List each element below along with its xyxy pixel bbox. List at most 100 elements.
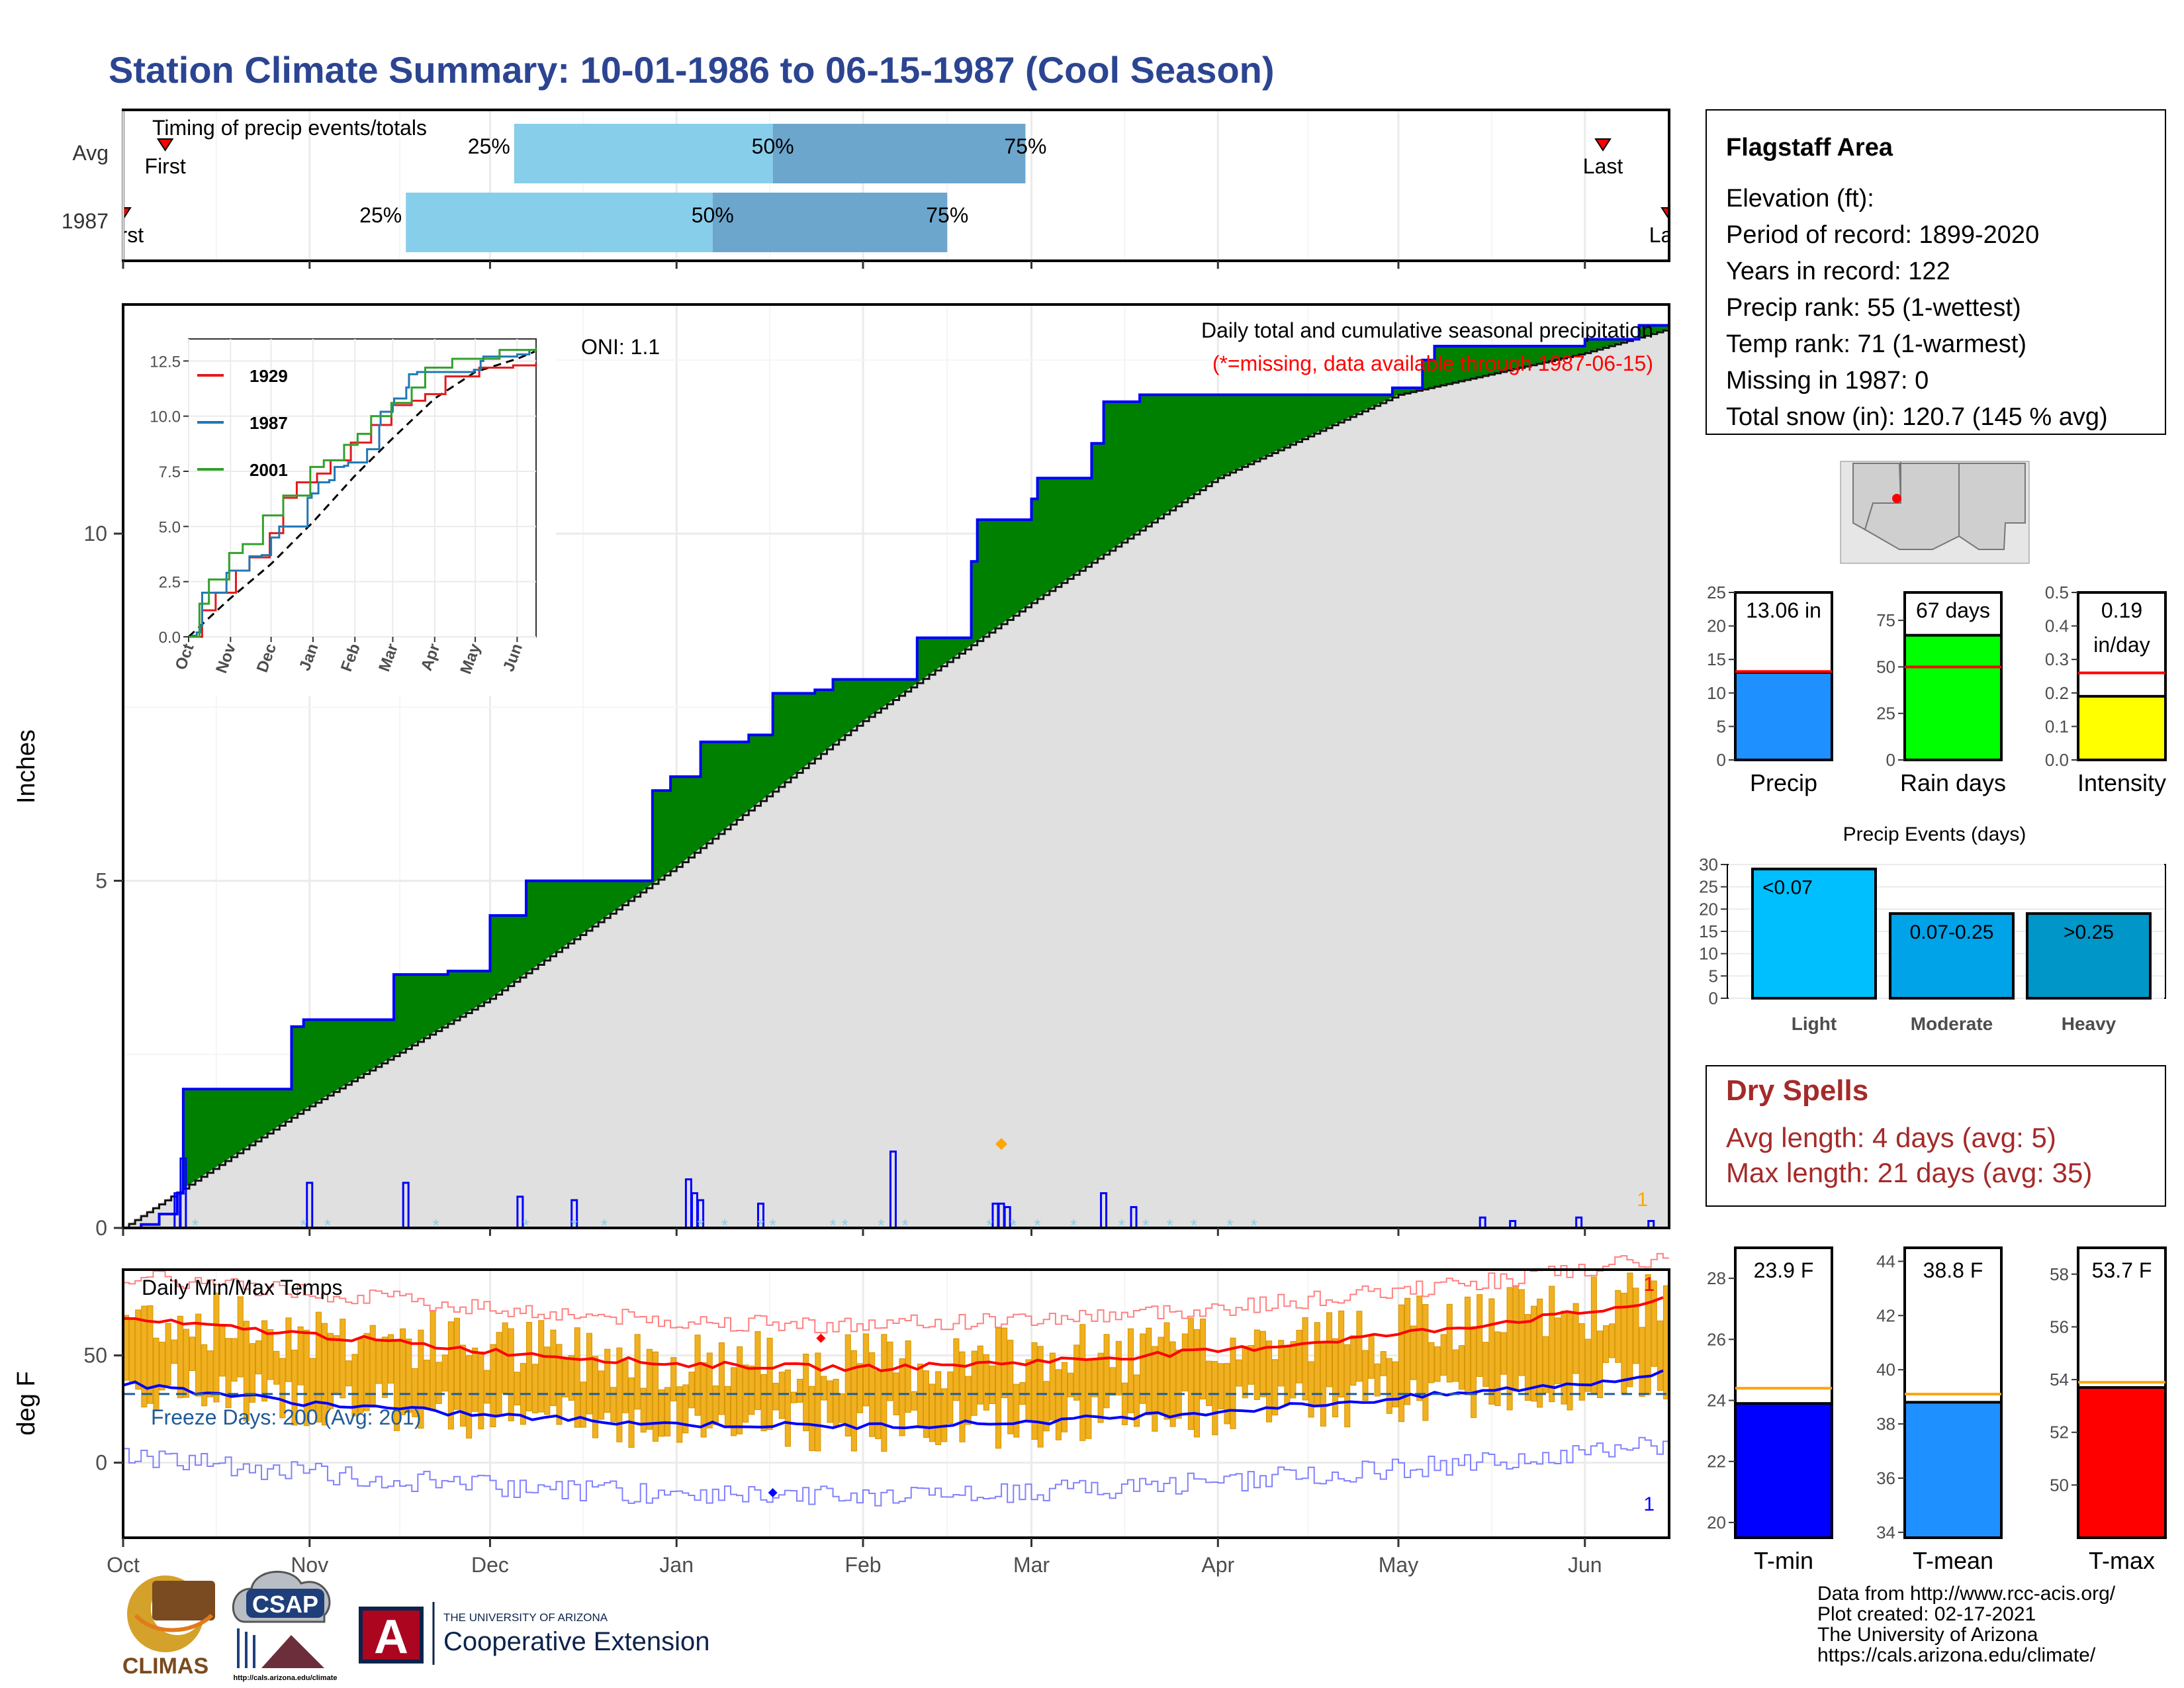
snow-marker: * xyxy=(433,1215,439,1235)
summary-bar-tick-label: 25 xyxy=(1707,583,1726,602)
csap-logo: CSAP http://cals.arizona.edu/climate xyxy=(232,1570,338,1682)
daily-temp-bar xyxy=(586,1333,592,1415)
logos-row: CLIMAS CSAP http://cals.arizona.edu/clim… xyxy=(122,1570,709,1682)
dry-spells-box: Dry Spells Avg length: 4 days (avg: 5) M… xyxy=(1706,1065,2166,1207)
daily-temp-bar xyxy=(1651,1280,1657,1367)
daily-temp-bar xyxy=(562,1359,569,1397)
daily-temp-bar xyxy=(1206,1360,1212,1407)
station-line-4: Temp rank: 71 (1-warmest) xyxy=(1726,330,2026,358)
events-bar-label: Moderate xyxy=(1911,1013,1993,1034)
daily-temp-bar xyxy=(171,1339,177,1364)
daily-temp-bar xyxy=(1025,1359,1032,1421)
daily-temp-bar xyxy=(580,1382,586,1428)
daily-temp-bar xyxy=(1386,1358,1392,1414)
ua-line2: Cooperative Extension xyxy=(443,1627,709,1656)
daily-temp-bar xyxy=(1518,1289,1525,1376)
summary-bar-fill xyxy=(1903,633,2003,762)
daily-temp-bar xyxy=(1218,1363,1224,1409)
daily-temp-bar xyxy=(718,1342,725,1415)
daily-temp-bar xyxy=(1253,1329,1260,1400)
daily-temp-bar xyxy=(1434,1346,1441,1382)
daily-temp-bar xyxy=(177,1315,183,1399)
average-max-line xyxy=(122,1296,1664,1372)
snow-marker: * xyxy=(1251,1215,1257,1235)
daily-temp-bar xyxy=(731,1367,737,1436)
record-low-marker xyxy=(768,1487,778,1497)
daily-temp-bar xyxy=(279,1358,286,1419)
events-bar-label: Heavy xyxy=(2062,1013,2116,1034)
daily-temp-bar xyxy=(1068,1372,1074,1397)
timing-label-75: 75% xyxy=(926,203,968,227)
daily-temp-bar xyxy=(435,1362,442,1404)
inset-legend-1987: 1987 xyxy=(250,413,288,433)
daily-temp-bar xyxy=(201,1344,208,1407)
daily-temp-bar xyxy=(1314,1322,1320,1405)
daily-temp-bar xyxy=(850,1350,857,1452)
station-info-box: Flagstaff Area Elevation (ft): Period of… xyxy=(1706,109,2166,435)
daily-temp-bar xyxy=(634,1334,641,1410)
month-tick-label: Nov xyxy=(291,1553,328,1577)
max-daily-precip-marker xyxy=(995,1138,1008,1150)
summary-bar-tick-label: 0.1 xyxy=(2045,716,2069,736)
location-map xyxy=(1840,461,2030,564)
daily-temp-bar xyxy=(887,1341,893,1401)
summary-bar-tick-label: 50 xyxy=(1876,657,1895,677)
average-cumulative-area xyxy=(123,328,1669,1228)
month-tick-label: Oct xyxy=(107,1553,140,1577)
daily-temp-bar xyxy=(1627,1272,1633,1387)
daily-temp-bar xyxy=(1163,1322,1170,1420)
dry-spells-max: Max length: 21 days (avg: 35) xyxy=(1726,1157,2092,1188)
average-cumulative-line xyxy=(123,328,1670,1229)
temp-summary-tick-label: 56 xyxy=(2050,1317,2069,1336)
summary-bar-tick-label: 0.2 xyxy=(2045,683,2069,703)
temp-summary-value: 53.7 F xyxy=(2092,1258,2152,1282)
daily-temp-bar xyxy=(345,1360,352,1387)
snow-marker: * xyxy=(571,1215,578,1235)
daily-temp-bar xyxy=(1374,1363,1381,1397)
timing-bar-q3 xyxy=(772,124,1026,183)
daily-temp-bar xyxy=(1091,1358,1098,1397)
daily-temp-bar xyxy=(760,1374,767,1432)
daily-temp-bar xyxy=(249,1343,255,1403)
daily-temp-bar xyxy=(935,1371,942,1445)
daily-temp-bar xyxy=(995,1327,1002,1449)
summary-bar-tick-label: 5 xyxy=(1717,716,1726,736)
summary-bar-tick-label: 0.3 xyxy=(2045,649,2069,669)
daily-temp-bar xyxy=(1380,1351,1387,1376)
temp-summary-tick-label: 20 xyxy=(1707,1513,1726,1532)
daily-temp-bar xyxy=(303,1329,310,1427)
daily-temp-bar xyxy=(833,1378,839,1428)
daily-temp-bar xyxy=(490,1344,496,1428)
daily-temp-bar xyxy=(351,1354,358,1417)
snow-marker: * xyxy=(601,1215,608,1235)
daily-temp-bar xyxy=(1482,1342,1489,1387)
daily-temp-bar xyxy=(231,1338,238,1382)
month-tick-label: Apr xyxy=(1201,1553,1234,1577)
daily-temp-bar xyxy=(1278,1340,1285,1387)
daily-temp-bar xyxy=(243,1321,250,1421)
snow-marker: * xyxy=(324,1215,331,1235)
temp-summary-fill xyxy=(1903,1401,2003,1540)
oni-label: ONI: 1.1 xyxy=(581,335,660,359)
daily-temp-bar xyxy=(1302,1317,1308,1401)
daily-temp-bar xyxy=(1146,1327,1152,1416)
daily-temp-bar xyxy=(628,1377,635,1448)
daily-temp-bar xyxy=(381,1336,388,1398)
daily-temp-bar xyxy=(309,1358,316,1411)
daily-temp-bar xyxy=(1464,1296,1471,1395)
temp-ytick-label: 50 xyxy=(83,1344,107,1368)
daily-temp-bar xyxy=(1543,1336,1549,1393)
daily-temp-bar xyxy=(797,1378,803,1403)
daily-temp-bar xyxy=(189,1336,196,1372)
daily-temp-bar xyxy=(1549,1286,1555,1403)
precip-y-axis-label: Inches xyxy=(13,729,40,804)
daily-temp-bar xyxy=(815,1352,821,1452)
climas-logo: CLIMAS xyxy=(122,1575,215,1679)
daily-temp-bar xyxy=(1615,1289,1621,1363)
events-bar-range: 0.07-0.25 xyxy=(1910,921,1994,943)
inset-legend-1929: 1929 xyxy=(250,366,288,386)
daily-temp-bar xyxy=(941,1388,948,1442)
daily-temp-bar xyxy=(754,1331,761,1410)
daily-temp-bar xyxy=(1043,1381,1050,1432)
daily-temp-bar xyxy=(219,1326,226,1377)
